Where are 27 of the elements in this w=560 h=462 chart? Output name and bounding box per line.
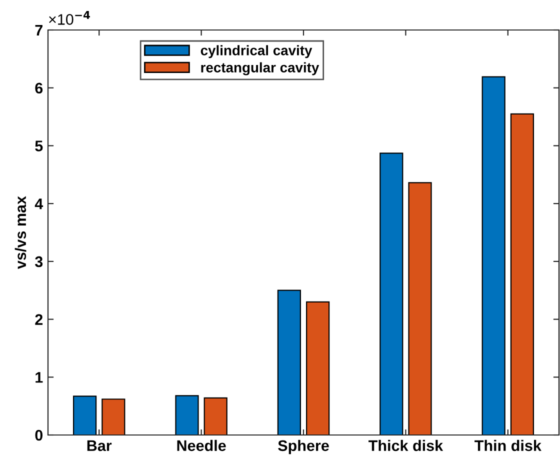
y-tick-label: 4: [34, 198, 44, 210]
bar: [175, 395, 199, 435]
bar: [277, 290, 301, 435]
y-axis-title: vs/vs max: [14, 196, 26, 269]
bar: [510, 113, 534, 435]
y-tick-label: 0: [35, 430, 43, 441]
bar: [72, 396, 97, 435]
x-tick-label: Bar: [87, 440, 112, 452]
bar: [306, 301, 330, 435]
legend-label: cylindrical cavity: [200, 45, 312, 58]
x-tick-label: Thick disk: [368, 440, 444, 452]
bar: [102, 398, 126, 435]
y-tick-label: 7: [35, 25, 42, 36]
y-tick-label: 2: [35, 314, 43, 325]
y-tick-label: 5: [35, 140, 43, 152]
text: ×10$^{−4}$: [49, 11, 90, 25]
legend-label: rectangular cavity: [201, 62, 320, 76]
x-tick-label: Sphere: [278, 440, 329, 454]
x-tick-label: Needle: [177, 440, 226, 452]
bar: [380, 152, 404, 435]
x-tick-label: Thin disk: [474, 440, 542, 452]
bar: [408, 182, 432, 435]
bar: [482, 76, 506, 435]
bar: [204, 397, 228, 435]
y-tick-label: 3: [34, 256, 43, 268]
y-tick-label: 6: [35, 82, 43, 94]
y-tick-label: 1: [36, 372, 43, 383]
